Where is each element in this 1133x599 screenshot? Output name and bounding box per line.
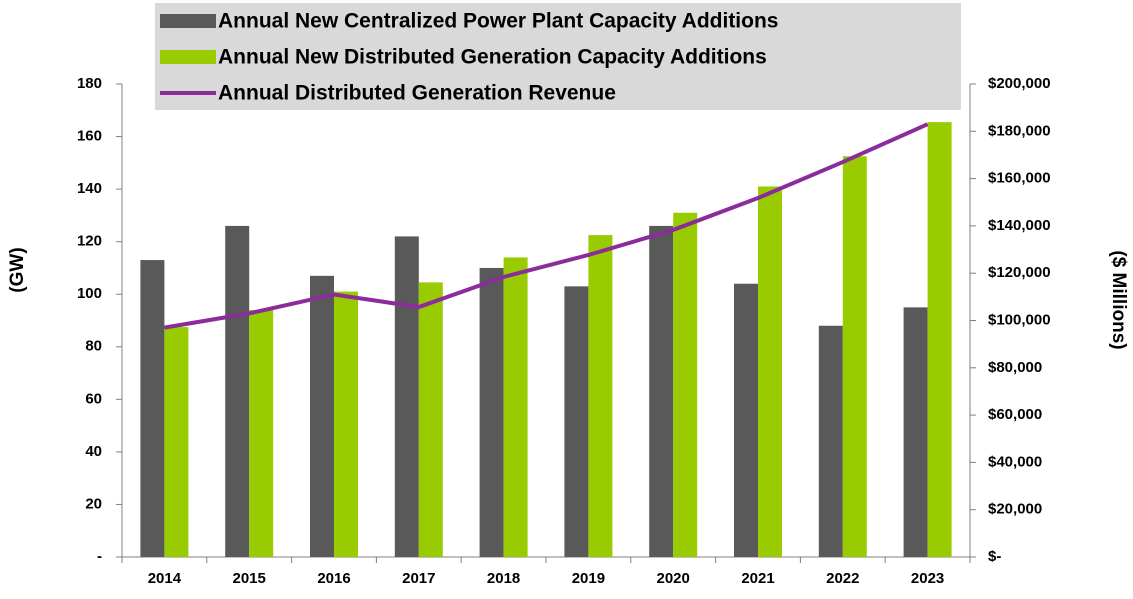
x-tick-label: 2017 — [402, 570, 435, 587]
bar — [927, 122, 952, 557]
y2-tick-label: $20,000 — [988, 501, 1042, 518]
bar — [903, 307, 928, 557]
y-tick-label: 140 — [77, 180, 102, 197]
bar — [479, 267, 504, 557]
y2-axis-title: ($ Millions) — [1108, 250, 1129, 349]
y2-tick-label: $80,000 — [988, 359, 1042, 376]
bar — [673, 212, 698, 557]
y2-tick-label: $40,000 — [988, 453, 1042, 470]
x-tick-label: 2018 — [487, 570, 520, 587]
y2-tick-label: $120,000 — [988, 264, 1051, 281]
y2-tick-label: $60,000 — [988, 406, 1042, 423]
y-tick-label: 120 — [77, 233, 102, 250]
bar — [818, 325, 843, 557]
y-tick-label: 180 — [77, 75, 102, 92]
y2-tick-label: $200,000 — [988, 75, 1051, 92]
x-tick-label: 2021 — [741, 570, 774, 587]
y-tick-label: 40 — [85, 443, 102, 460]
bar — [588, 235, 613, 557]
legend-swatch — [160, 50, 216, 64]
y2-tick-label: $- — [988, 548, 1001, 565]
legend-label: Annual New Distributed Generation Capaci… — [218, 46, 767, 69]
bar — [249, 309, 274, 557]
x-tick-label: 2019 — [572, 570, 605, 587]
bar — [649, 225, 674, 557]
bar — [334, 291, 358, 557]
y-tick-label: 160 — [77, 128, 102, 145]
legend-label: Annual Distributed Generation Revenue — [218, 82, 616, 105]
y-tick-label: 80 — [85, 338, 102, 355]
y-tick-label: 60 — [85, 390, 102, 407]
bar — [164, 327, 189, 557]
y-tick-label: 20 — [85, 495, 102, 512]
y-tick-label: 100 — [77, 285, 102, 302]
x-tick-label: 2023 — [911, 570, 944, 587]
bar — [418, 282, 443, 557]
bar — [842, 156, 867, 557]
y2-tick-label: $180,000 — [988, 122, 1051, 139]
x-tick-label: 2016 — [317, 570, 350, 587]
bar — [758, 186, 782, 557]
y2-tick-label: $140,000 — [988, 217, 1051, 234]
bar — [140, 260, 165, 557]
y-axis-title: (GW) — [7, 247, 28, 292]
bar — [310, 275, 334, 557]
y2-tick-label: $100,000 — [988, 311, 1051, 328]
bar — [564, 286, 589, 557]
x-tick-label: 2014 — [148, 570, 182, 587]
bar — [394, 236, 419, 557]
bar — [503, 257, 528, 557]
legend-label: Annual New Centralized Power Plant Capac… — [218, 10, 778, 33]
line — [164, 122, 929, 330]
y2-tick-label: $160,000 — [988, 170, 1051, 187]
x-tick-label: 2015 — [233, 570, 266, 587]
legend-swatch — [160, 14, 216, 28]
x-tick-label: 2020 — [657, 570, 690, 587]
x-tick-label: 2022 — [826, 570, 859, 587]
bar — [734, 283, 758, 557]
y-tick-label: - — [97, 548, 102, 565]
bar — [225, 225, 250, 557]
legend-box — [155, 3, 961, 110]
